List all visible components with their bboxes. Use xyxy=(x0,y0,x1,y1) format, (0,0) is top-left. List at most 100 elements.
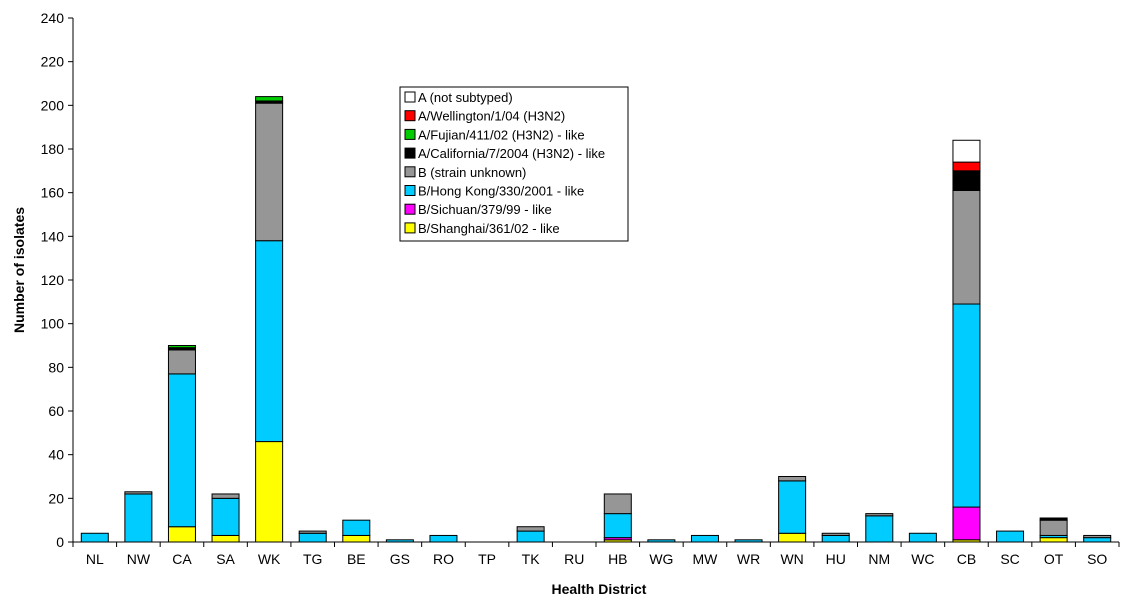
bar-segment xyxy=(1039,517,1068,521)
bar-segment xyxy=(80,532,109,543)
legend-entry-label: A/Fujian/411/02 (H3N2) - like xyxy=(418,127,585,142)
x-tick-label: TP xyxy=(478,551,496,567)
bar-segment xyxy=(821,534,850,543)
legend-swatch xyxy=(404,203,416,215)
bar-segment xyxy=(516,526,545,532)
bar-segment xyxy=(167,349,196,375)
bar-segment xyxy=(865,515,894,543)
x-tick-label: TG xyxy=(303,551,322,567)
y-tick-label: 140 xyxy=(41,228,65,244)
bar-segment xyxy=(429,534,458,543)
bar-segment xyxy=(167,373,196,528)
legend-box xyxy=(399,86,629,242)
bar-segment xyxy=(211,493,240,499)
bar-segment xyxy=(821,532,850,536)
legend-swatch xyxy=(404,147,416,159)
legend-entry-label: B (strain unknown) xyxy=(418,165,526,180)
legend-swatch xyxy=(404,222,416,234)
x-axis-ticks: NL NW CA SA WK TG BE GS RO TP TK RU HB WG MW WR WN HU NM WC… xyxy=(72,542,1120,567)
x-tick-label: RU xyxy=(564,551,584,567)
legend-swatch xyxy=(404,185,416,196)
bar-segment xyxy=(603,493,632,515)
bar-segment xyxy=(211,497,240,536)
legend-swatch xyxy=(404,110,416,122)
bar-segment xyxy=(1039,537,1068,543)
bar-segment xyxy=(1083,534,1112,539)
bar-segment xyxy=(516,530,545,543)
x-tick-label: TK xyxy=(522,551,541,567)
bar-segment xyxy=(778,476,807,482)
bar-segment xyxy=(603,513,632,539)
bar-segment xyxy=(778,480,807,534)
legend-swatch xyxy=(404,91,416,103)
y-tick-label: 60 xyxy=(48,403,64,419)
x-tick-label: NM xyxy=(868,551,890,567)
bar-segment xyxy=(1083,537,1112,543)
bar-segment xyxy=(342,534,371,543)
bar-segment xyxy=(298,530,327,534)
bar-segment xyxy=(255,96,284,102)
y-tick-label: 0 xyxy=(56,534,64,550)
x-tick-label: HU xyxy=(826,551,846,567)
bar-segment xyxy=(124,491,153,495)
bar-segment xyxy=(952,161,981,172)
bar-segment xyxy=(167,526,196,543)
x-tick-label: HB xyxy=(608,551,627,567)
legend-swatch xyxy=(404,128,416,140)
bar-segment xyxy=(908,532,937,543)
bar-segment xyxy=(167,345,196,349)
bars xyxy=(80,96,1112,543)
bar-segment xyxy=(952,170,981,191)
x-tick-label: SA xyxy=(216,551,235,567)
y-tick-label: 200 xyxy=(41,97,65,113)
x-tick-label: WR xyxy=(737,551,760,567)
bar-segment xyxy=(996,530,1025,543)
x-tick-label: MW xyxy=(693,551,719,567)
bar-segment xyxy=(952,506,981,541)
x-tick-label: OT xyxy=(1044,551,1064,567)
y-axis-ticks: 0 20 40 60 80 100 120 140 160 180 200 220 240 xyxy=(41,10,73,550)
y-tick-label: 100 xyxy=(41,316,65,332)
bar-segment xyxy=(255,441,284,543)
y-tick-label: 120 xyxy=(41,272,65,288)
bar-segment xyxy=(778,532,807,543)
x-tick-label: WK xyxy=(258,551,281,567)
y-tick-label: 80 xyxy=(48,359,64,375)
legend-entry-label: B/Hong Kong/330/2001 - like xyxy=(418,184,584,199)
y-tick-label: 220 xyxy=(41,54,65,70)
x-tick-label: SO xyxy=(1087,551,1107,567)
legend: A (not subtyped) A/Wellington/1/04 (H3N2)… xyxy=(399,86,629,242)
x-tick-label: SC xyxy=(1000,551,1019,567)
bar-segment xyxy=(690,534,719,543)
bar-segment xyxy=(952,189,981,305)
x-tick-label: WN xyxy=(780,551,803,567)
x-tick-label: NW xyxy=(127,551,151,567)
x-tick-label: CA xyxy=(172,551,192,567)
x-tick-label: RO xyxy=(433,551,454,567)
x-tick-label: GS xyxy=(390,551,410,567)
y-tick-label: 180 xyxy=(41,141,65,157)
x-tick-label: WC xyxy=(911,551,934,567)
legend-entry-label: A/Wellington/1/04 (H3N2) xyxy=(418,109,565,124)
legend-entry-label: A/California/7/2004 (H3N2) - like xyxy=(418,146,605,161)
y-tick-label: 240 xyxy=(41,10,65,26)
y-tick-label: 160 xyxy=(41,185,65,201)
y-axis-title: Number of isolates xyxy=(11,207,27,333)
x-tick-label: BE xyxy=(347,551,366,567)
bar-segment xyxy=(342,519,371,536)
bar-segment xyxy=(124,493,153,543)
bar-segment xyxy=(298,532,327,543)
bar-segment xyxy=(255,240,284,443)
x-tick-label: NL xyxy=(86,551,104,567)
bar-segment xyxy=(211,534,240,543)
legend-entry-label: A (not subtyped) xyxy=(418,90,513,105)
bar-segment xyxy=(952,139,981,163)
legend-entry-label: B/Shanghai/361/02 - like xyxy=(418,221,560,236)
x-axis-title: Health District xyxy=(552,581,647,597)
bar-segment xyxy=(952,303,981,508)
bar-segment xyxy=(255,102,284,242)
legend-swatch xyxy=(404,166,416,178)
x-tick-label: WG xyxy=(649,551,673,567)
y-tick-label: 20 xyxy=(48,490,64,506)
